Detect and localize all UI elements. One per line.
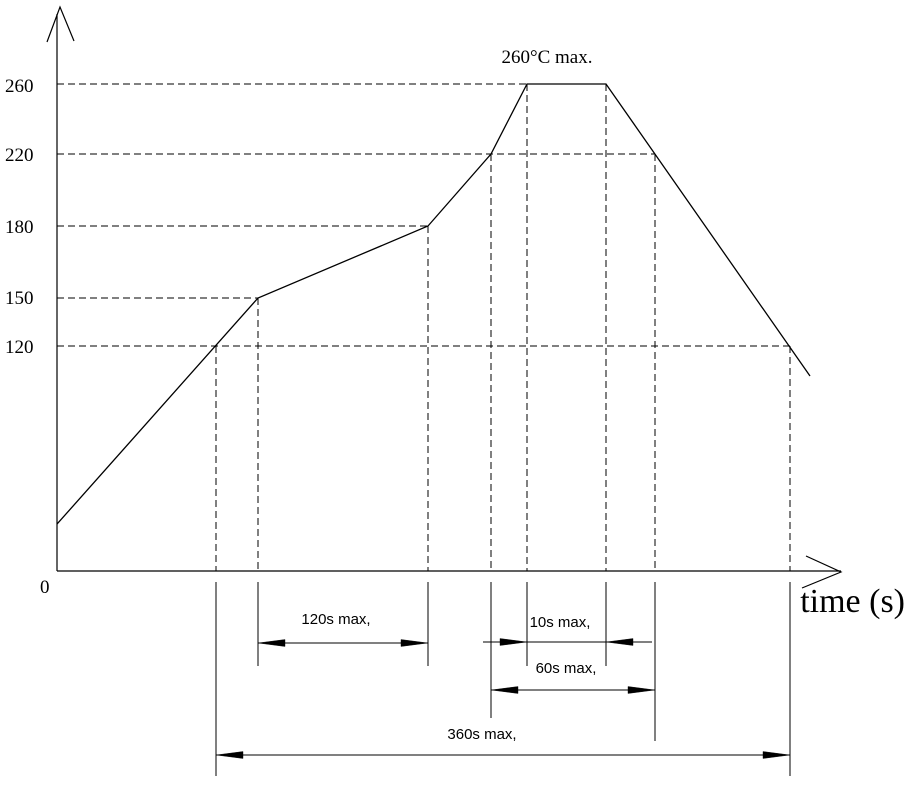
x-axis-arrowhead bbox=[801, 555, 843, 589]
dimension-10s-arrow-left bbox=[499, 638, 528, 646]
dimension-60s-arrow-right bbox=[627, 686, 656, 694]
vertical-guides bbox=[215, 84, 791, 571]
y-tick-label-0: 0 bbox=[40, 577, 50, 598]
profile-line bbox=[56, 83, 811, 525]
y-tick-label-180: 180 bbox=[5, 217, 34, 238]
dimension-60s-arrow-left bbox=[490, 686, 519, 694]
y-tick-label-150: 150 bbox=[5, 288, 34, 309]
y-tick-label-120: 120 bbox=[5, 337, 34, 358]
extension-lines bbox=[215, 582, 791, 776]
dimension-120s-label: 120s max, bbox=[301, 611, 370, 628]
dimension-120s-arrow-left bbox=[257, 639, 286, 647]
dimension-60s-label: 60s max, bbox=[536, 660, 597, 677]
dimension-60s: 60s max, bbox=[490, 660, 656, 694]
dimension-360s-arrow-right bbox=[762, 751, 791, 759]
y-tick-label-220: 220 bbox=[5, 145, 34, 166]
dimension-10s-label: 10s max, bbox=[530, 614, 591, 631]
horizontal-guides bbox=[57, 83, 790, 347]
y-axis-arrowhead bbox=[46, 5, 75, 43]
dimension-120s: 120s max, bbox=[257, 611, 429, 647]
dimension-120s-arrow-right bbox=[400, 639, 429, 647]
dimension-360s: 360s max, bbox=[215, 726, 791, 759]
dimension-10s-arrow-right bbox=[605, 638, 634, 646]
dimension-10s: 10s max, bbox=[483, 614, 652, 646]
dimension-360s-arrow-left bbox=[215, 751, 244, 759]
peak-label: 260°C max. bbox=[502, 47, 593, 68]
dimension-360s-label: 360s max, bbox=[447, 726, 516, 743]
y-tick-labels: 260 220 180 150 120 0 bbox=[5, 76, 50, 598]
y-tick-label-260: 260 bbox=[5, 76, 34, 97]
axes bbox=[46, 5, 843, 589]
x-axis-label: time (s) bbox=[800, 583, 905, 620]
